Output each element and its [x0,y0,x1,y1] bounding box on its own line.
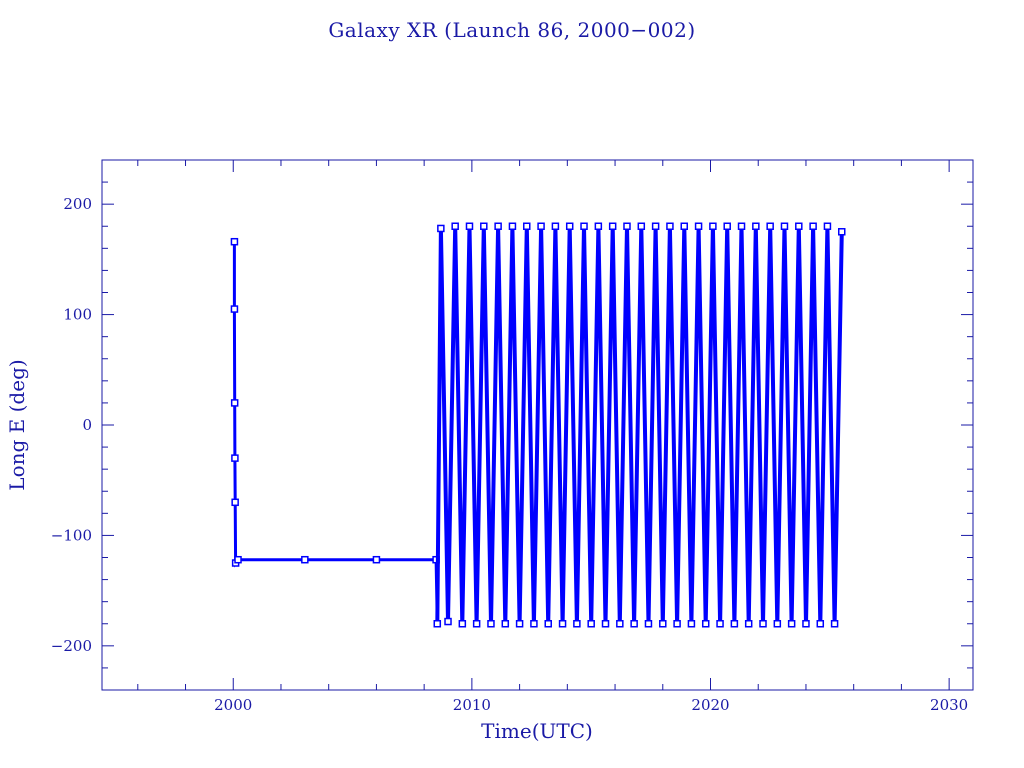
data-point [231,454,239,462]
data-point [372,555,381,564]
series-line [232,241,439,624]
x-tick-label: 2020 [691,696,729,714]
data-point [594,222,603,230]
data-point [451,222,459,230]
data-point [787,620,796,628]
data-point [558,620,567,628]
data-point [694,222,703,230]
data-point [437,224,445,233]
data-point [637,222,646,230]
data-point [523,222,531,230]
data-point [823,222,832,230]
data-point [515,620,524,628]
data-point [744,620,753,628]
data-point [673,620,681,628]
data-point [659,620,667,628]
data-point [737,222,746,230]
data-point [501,620,510,628]
data-point [458,620,467,628]
data-point [565,222,574,230]
data-point [752,222,760,230]
data-point [644,620,653,628]
data-point [630,620,638,628]
data-point [759,620,767,628]
data-point [830,620,839,628]
data-point [838,228,846,236]
series-line [435,226,844,624]
data-point [444,617,452,626]
data-point [480,222,488,230]
data-point [230,399,239,407]
data-point [544,620,552,628]
data-point [530,620,538,628]
data-point [723,222,731,230]
data-point [773,620,782,628]
y-tick-label: 0 [82,416,92,434]
data-point [231,498,239,507]
data-point [809,222,817,230]
y-axis-label: Long E (deg) [5,359,29,490]
data-point [301,555,309,564]
data-point [709,222,717,230]
data-point [680,222,689,230]
y-tick-label: 100 [63,306,92,324]
axis-ticks [102,159,973,691]
data-point [816,620,825,628]
data-point [472,620,481,628]
y-tick-label: −100 [51,526,92,544]
data-point [601,620,610,628]
data-point [802,620,810,628]
data-point [234,555,242,564]
data-point [465,222,474,230]
data-point [580,222,588,230]
x-tick-label: 2000 [214,696,252,714]
data-point [780,222,789,230]
data-point [701,620,710,628]
x-tick-label: 2030 [930,696,968,714]
data-point [551,222,560,230]
y-tick-label: 200 [63,195,92,213]
plot-area: 2000 2010 2020 2030 −200 −100 0 100 200 [51,159,974,714]
data-point [687,620,696,628]
data-point [616,620,624,628]
y-tick-label: −200 [51,637,92,655]
data-point [494,222,502,230]
data-point [587,620,595,628]
data-point [608,222,617,230]
data-point [433,620,442,628]
x-axis-label: Time(UTC) [481,719,593,743]
data-point [230,237,239,246]
data-point [573,620,581,628]
data-point [651,222,660,230]
series-layer [230,222,846,628]
data-point [766,222,774,230]
x-tick-label: 2010 [453,696,491,714]
data-point [795,222,803,230]
data-point [537,222,545,230]
chart-title: Galaxy XR (Launch 86, 2000−002) [328,18,695,42]
data-point [230,305,239,313]
data-point [508,222,517,230]
data-point [730,620,739,628]
data-point [623,222,631,230]
axis-tick-labels: 2000 2010 2020 2030 −200 −100 0 100 200 [51,195,968,714]
data-point [716,620,724,628]
data-point [666,222,674,230]
data-point [487,620,495,628]
